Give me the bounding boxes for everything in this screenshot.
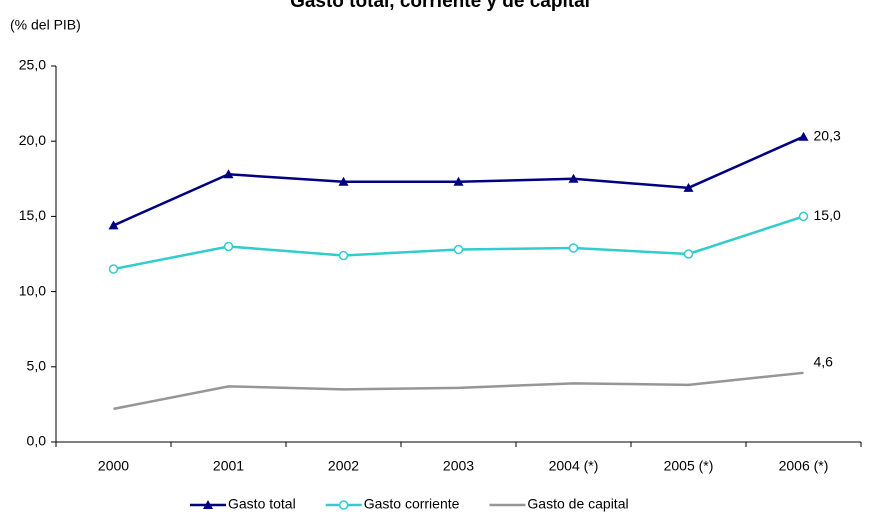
data-point bbox=[798, 131, 809, 141]
x-tick-label: 2002 bbox=[328, 458, 359, 474]
data-label: 15,0 bbox=[814, 207, 841, 223]
data-point bbox=[568, 243, 579, 253]
x-tick-label: 2006 (*) bbox=[779, 458, 829, 474]
data-point bbox=[223, 169, 234, 179]
x-tick-label: 2004 (*) bbox=[549, 458, 599, 474]
y-tick-label: 25,0 bbox=[19, 57, 46, 73]
data-point bbox=[683, 249, 694, 259]
data-point bbox=[338, 250, 349, 261]
series-line bbox=[113, 371, 804, 411]
data-point bbox=[223, 241, 234, 252]
x-tick-label: 2003 bbox=[443, 458, 474, 474]
legend-marker bbox=[338, 500, 349, 510]
chart-subtitle: (% del PIB) bbox=[10, 17, 81, 33]
y-tick-label: 15,0 bbox=[19, 207, 46, 223]
x-tick-label: 2005 (*) bbox=[664, 458, 714, 474]
data-point bbox=[568, 173, 579, 183]
x-tick-label: 2000 bbox=[98, 458, 129, 474]
y-tick-label: 5,0 bbox=[27, 358, 47, 374]
y-tick-label: 0,0 bbox=[27, 433, 47, 449]
series-line bbox=[113, 215, 804, 271]
x-tick-label: 2001 bbox=[213, 458, 244, 474]
legend-label: Gasto corriente bbox=[364, 496, 460, 512]
y-tick-label: 20,0 bbox=[19, 132, 46, 148]
legend-label: Gasto total bbox=[228, 496, 296, 512]
data-point bbox=[683, 182, 694, 192]
data-point bbox=[453, 176, 464, 186]
legend-label: Gasto de capital bbox=[527, 496, 628, 512]
chart-title: Gasto total, corriente y de capital bbox=[290, 0, 590, 12]
data-point bbox=[798, 211, 809, 222]
data-point bbox=[338, 176, 349, 186]
data-point bbox=[108, 264, 119, 274]
y-tick-label: 10,0 bbox=[19, 282, 46, 298]
data-point bbox=[453, 244, 464, 255]
legend-marker bbox=[203, 500, 213, 509]
data-label: 20,3 bbox=[814, 127, 841, 143]
data-label: 4,6 bbox=[814, 354, 834, 370]
data-point bbox=[108, 220, 119, 230]
